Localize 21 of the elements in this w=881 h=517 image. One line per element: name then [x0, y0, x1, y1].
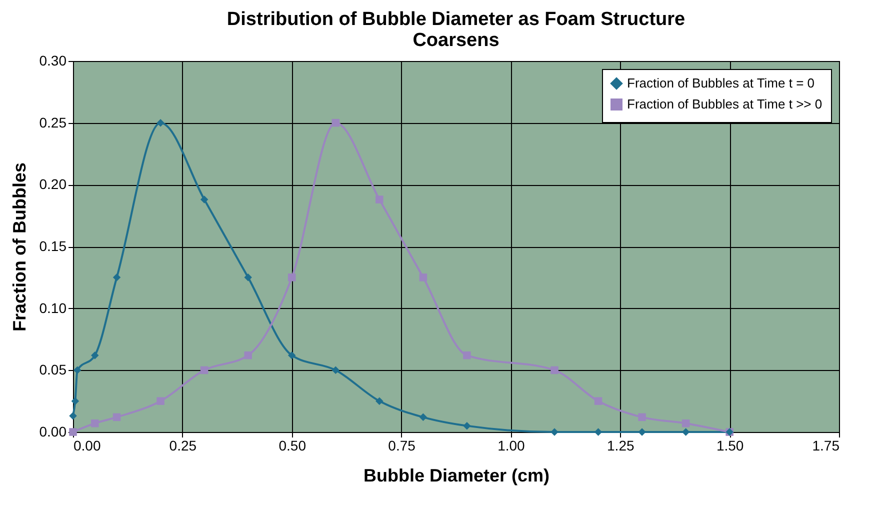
- y-tick-label: 0.10: [39, 300, 67, 316]
- x-tick-label: 0.00: [74, 438, 101, 454]
- x-tick-label: 1.00: [498, 438, 526, 454]
- y-axis-title: Fraction of Bubbles: [9, 162, 30, 332]
- legend-label: Fraction of Bubbles at Time t >> 0: [627, 96, 822, 112]
- text: Distribution of Bubble Diameter as Foam Structure: [226, 9, 686, 30]
- y-tick-label: 0.25: [39, 114, 67, 130]
- x-tick-label: 1.75: [812, 438, 840, 454]
- y-tick-label: 0.15: [39, 238, 67, 254]
- y-tick-label: 0.05: [39, 362, 67, 378]
- x-tick-label: 1.25: [607, 438, 634, 454]
- text: Coarsens: [412, 30, 500, 51]
- y-tick-label: 0.30: [39, 52, 67, 68]
- y-tick-label: 0.00: [39, 424, 67, 440]
- legend-label: Fraction of Bubbles at Time t = 0: [627, 76, 815, 90]
- x-tick-label: 0.75: [388, 438, 416, 454]
- x-tick-label: 1.50: [716, 438, 744, 454]
- x-tick-label: 0.50: [278, 438, 306, 454]
- y-tick-label: 0.20: [39, 176, 67, 192]
- x-axis-title: Bubble Diameter (cm): [363, 466, 550, 486]
- x-tick-label: 0.25: [169, 438, 197, 454]
